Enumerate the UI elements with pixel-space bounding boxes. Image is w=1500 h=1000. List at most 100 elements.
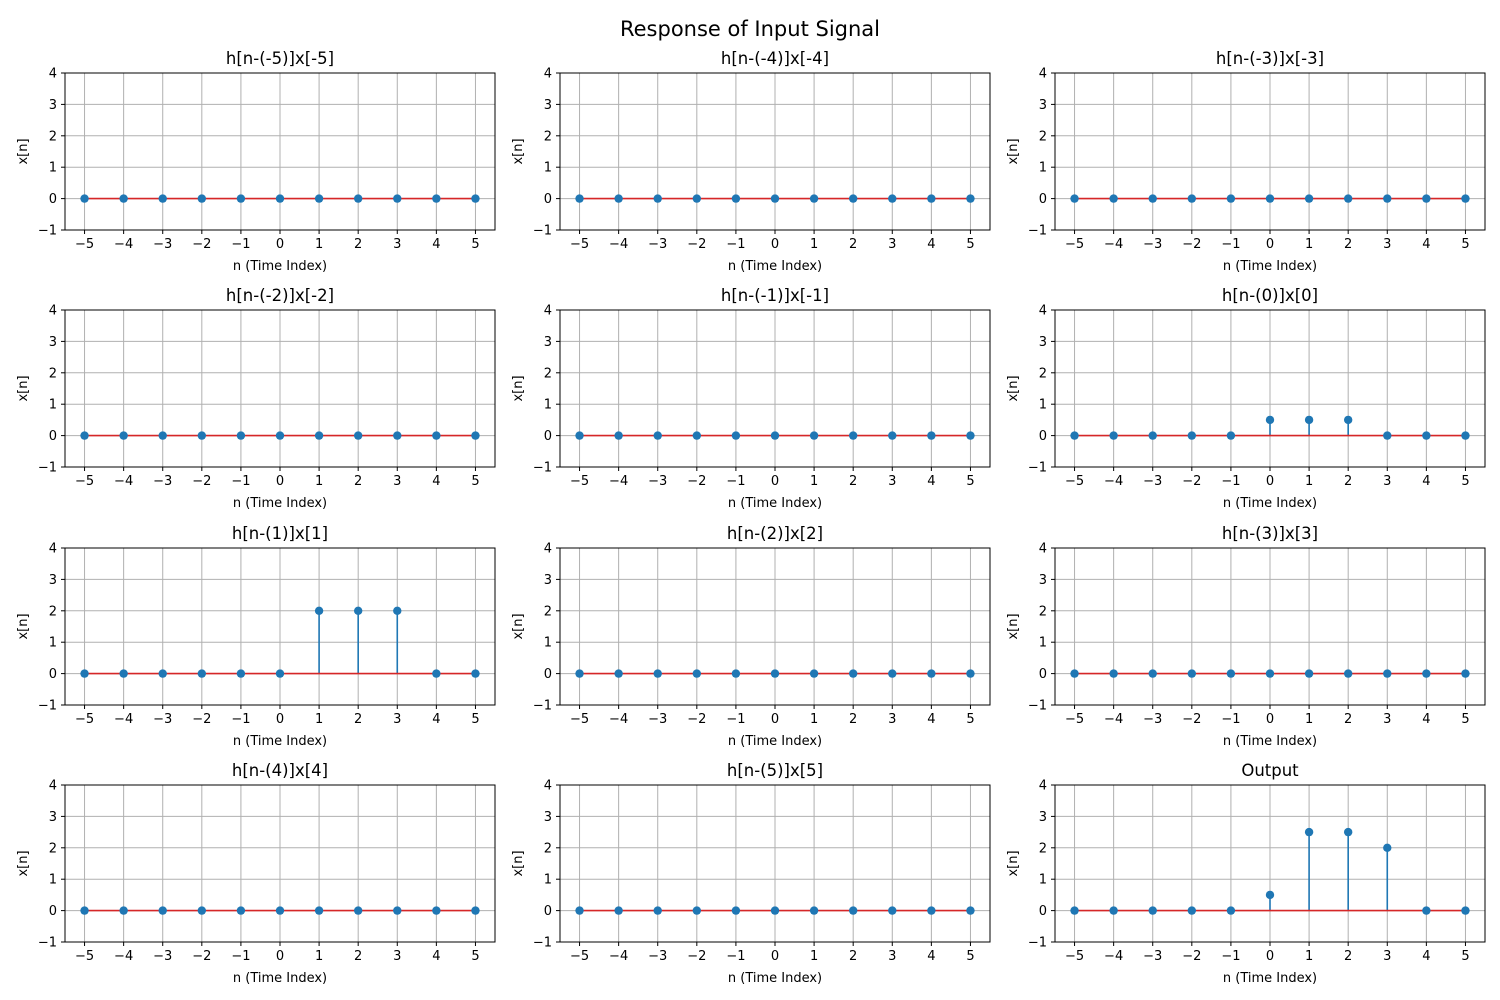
- x-tick-label: 5: [966, 237, 974, 252]
- x-tick-label: −4: [114, 474, 133, 489]
- stem-marker: [1109, 669, 1118, 678]
- stem-marker: [653, 669, 662, 678]
- x-tick-label: 5: [1461, 712, 1469, 727]
- stem-marker: [1304, 415, 1314, 425]
- stem-marker: [770, 431, 780, 440]
- stem-marker: [966, 906, 975, 915]
- x-tick-label: 2: [849, 474, 857, 489]
- stem-marker: [1383, 431, 1392, 440]
- x-tick-label: −1: [1221, 949, 1240, 964]
- y-tick-label: 2: [49, 129, 57, 144]
- subplot-4: −5 −4 −3 −2 −1 0 1 2 3 4 5 −1 0 1 2 3 4 h[n-(-2)]x[-2] n (…: [16, 286, 496, 511]
- stem-marker: [393, 194, 402, 203]
- stem-marker: [80, 194, 89, 203]
- subplot-title: h[n-(2)]x[2]: [727, 524, 823, 543]
- x-tick-label: 1: [1305, 949, 1313, 964]
- y-tick-label: −1: [1028, 699, 1047, 714]
- x-tick-label: −5: [75, 949, 94, 964]
- x-tick-label: −4: [609, 474, 628, 489]
- stem-marker: [927, 431, 936, 440]
- x-tick-label: 2: [354, 237, 362, 252]
- stem-marker: [1422, 431, 1431, 440]
- stem-marker: [1070, 669, 1079, 678]
- stem-marker: [1383, 669, 1392, 678]
- stem-marker: [353, 194, 363, 203]
- y-tick-label: 4: [49, 542, 57, 557]
- y-tick-label: 4: [544, 67, 552, 82]
- y-tick-label: 3: [544, 98, 552, 113]
- stem-marker: [692, 906, 702, 915]
- x-tick-label: −5: [1065, 237, 1084, 252]
- y-tick-label: 0: [49, 904, 57, 919]
- x-tick-label: −2: [687, 237, 706, 252]
- x-tick-label: 4: [1422, 949, 1430, 964]
- stem-marker: [1461, 669, 1470, 678]
- stem-marker: [1304, 827, 1314, 837]
- y-axis-label: x[n]: [1006, 613, 1021, 639]
- stem-marker: [653, 906, 662, 915]
- x-tick-label: −3: [648, 474, 667, 489]
- x-tick-label: −2: [1182, 712, 1201, 727]
- stem-marker: [236, 194, 246, 203]
- subplot-7: −5 −4 −3 −2 −1 0 1 2 3 4 5 −1 0 1 2 3 4 h[n-(1)]x[1] n (Ti…: [16, 524, 496, 749]
- x-tick-label: 4: [1422, 474, 1430, 489]
- x-tick-label: 0: [1266, 237, 1274, 252]
- x-tick-label: 3: [888, 949, 896, 964]
- y-tick-label: 4: [49, 67, 57, 82]
- y-axis-label: x[n]: [16, 375, 31, 401]
- y-tick-label: 2: [544, 366, 552, 381]
- y-tick-label: −1: [1028, 224, 1047, 239]
- y-tick-label: 4: [1039, 67, 1047, 82]
- x-tick-label: 2: [354, 712, 362, 727]
- stem-marker: [393, 906, 402, 915]
- y-tick-label: 1: [544, 398, 552, 413]
- x-tick-label: −1: [231, 237, 250, 252]
- x-tick-label: 3: [888, 237, 896, 252]
- x-tick-label: −2: [687, 712, 706, 727]
- y-tick-label: 4: [544, 304, 552, 319]
- x-axis-label: n (Time Index): [233, 496, 327, 511]
- stem-marker: [653, 194, 662, 203]
- x-tick-label: −5: [570, 474, 589, 489]
- stem-marker: [80, 669, 89, 678]
- subplot-11: −5 −4 −3 −2 −1 0 1 2 3 4 5 −1 0 1 2 3 4 h[n-(5)]x[5] n (Ti…: [511, 761, 991, 986]
- stem-marker: [471, 194, 480, 203]
- y-axis-label: x[n]: [1006, 850, 1021, 876]
- stem-marker: [471, 669, 480, 678]
- stem-marker: [1343, 827, 1353, 837]
- x-tick-label: 4: [927, 949, 935, 964]
- x-tick-label: 4: [927, 237, 935, 252]
- y-tick-label: −1: [533, 461, 552, 476]
- stem-marker: [80, 906, 89, 915]
- x-tick-label: −1: [1221, 474, 1240, 489]
- subplot-title: h[n-(0)]x[0]: [1222, 286, 1318, 305]
- x-tick-label: −4: [1104, 949, 1123, 964]
- y-axis-label: x[n]: [16, 850, 31, 876]
- y-tick-label: 0: [49, 192, 57, 207]
- subplot-title: h[n-(-5)]x[-5]: [226, 49, 334, 68]
- x-tick-label: −3: [1143, 474, 1162, 489]
- stem-marker: [848, 906, 858, 915]
- x-axis-label: n (Time Index): [1223, 259, 1317, 274]
- y-tick-label: 2: [49, 604, 57, 619]
- x-tick-label: −5: [1065, 712, 1084, 727]
- y-tick-label: 2: [544, 841, 552, 856]
- stem-marker: [770, 194, 780, 203]
- x-tick-label: −2: [192, 949, 211, 964]
- stem-marker: [614, 194, 623, 203]
- stem-marker: [575, 194, 584, 203]
- y-tick-label: 3: [49, 573, 57, 588]
- stem-marker: [927, 669, 936, 678]
- x-tick-label: 3: [1383, 712, 1391, 727]
- x-tick-label: 0: [1266, 474, 1274, 489]
- stem-marker: [770, 906, 780, 915]
- y-axis-label: x[n]: [511, 138, 526, 164]
- stem-marker: [471, 906, 480, 915]
- stem-marker: [1226, 194, 1236, 203]
- x-tick-label: 1: [1305, 474, 1313, 489]
- stem-marker: [236, 906, 246, 915]
- x-axis-label: n (Time Index): [728, 259, 822, 274]
- y-tick-label: 4: [1039, 304, 1047, 319]
- subplot-9: −5 −4 −3 −2 −1 0 1 2 3 4 5 −1 0 1 2 3 4 h[n-(3)]x[3] n (Ti…: [1006, 524, 1486, 749]
- stem-marker: [809, 194, 819, 203]
